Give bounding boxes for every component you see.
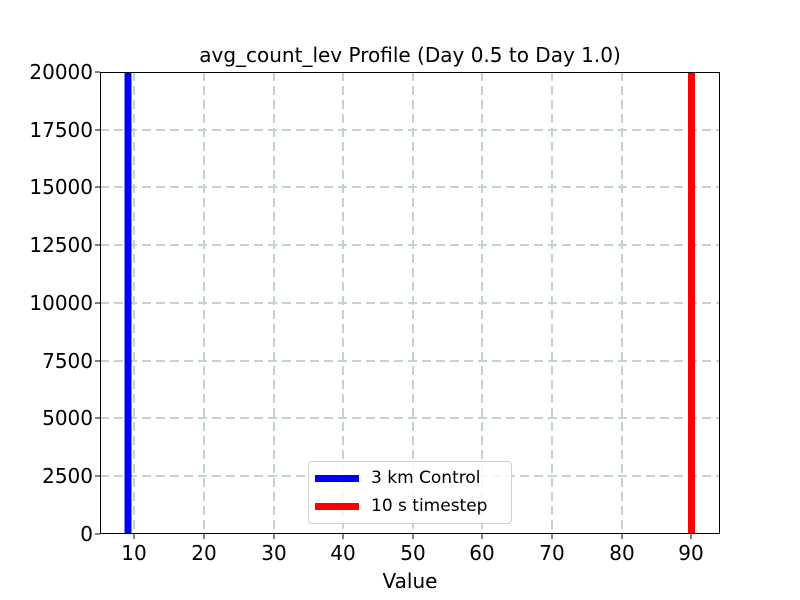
x-tick-label: 30 [261,541,287,565]
legend-item-3km-control: 3 km Control [315,466,480,490]
x-tick-label: 70 [539,541,565,565]
x-axis-label: Value [382,569,438,593]
y-tick-label: 10000 [29,291,93,315]
y-tick-label: 12500 [29,233,93,257]
axes-frame [100,72,720,534]
x-tick-label: 50 [400,541,426,565]
x-tick-label: 10 [121,541,147,565]
tick-marks [95,71,692,539]
y-tick-label: 20000 [29,60,93,84]
y-tick-label: 15000 [29,175,93,199]
chart-title: avg_count_lev Profile (Day 0.5 to Day 1.… [199,43,621,67]
x-tick-label: 80 [609,541,635,565]
legend-label: 10 s timestep [371,496,488,516]
legend-swatch-red [315,502,359,510]
legend-swatch-blue [315,474,359,482]
y-tick-label: 17500 [29,118,93,142]
legend: 3 km Control 10 s timestep [308,461,512,524]
y-tick-label: 0 [80,522,93,546]
x-tick-label: 90 [678,541,704,565]
x-tick-label: 60 [469,541,495,565]
x-tick-label: 20 [191,541,217,565]
x-tick-label: 40 [330,541,356,565]
legend-item-10s-timestep: 10 s timestep [315,494,487,518]
y-tick-label: 2500 [42,464,93,488]
legend-label: 3 km Control [371,468,481,488]
y-tick-label: 5000 [42,406,93,430]
y-tick-label: 7500 [42,349,93,373]
